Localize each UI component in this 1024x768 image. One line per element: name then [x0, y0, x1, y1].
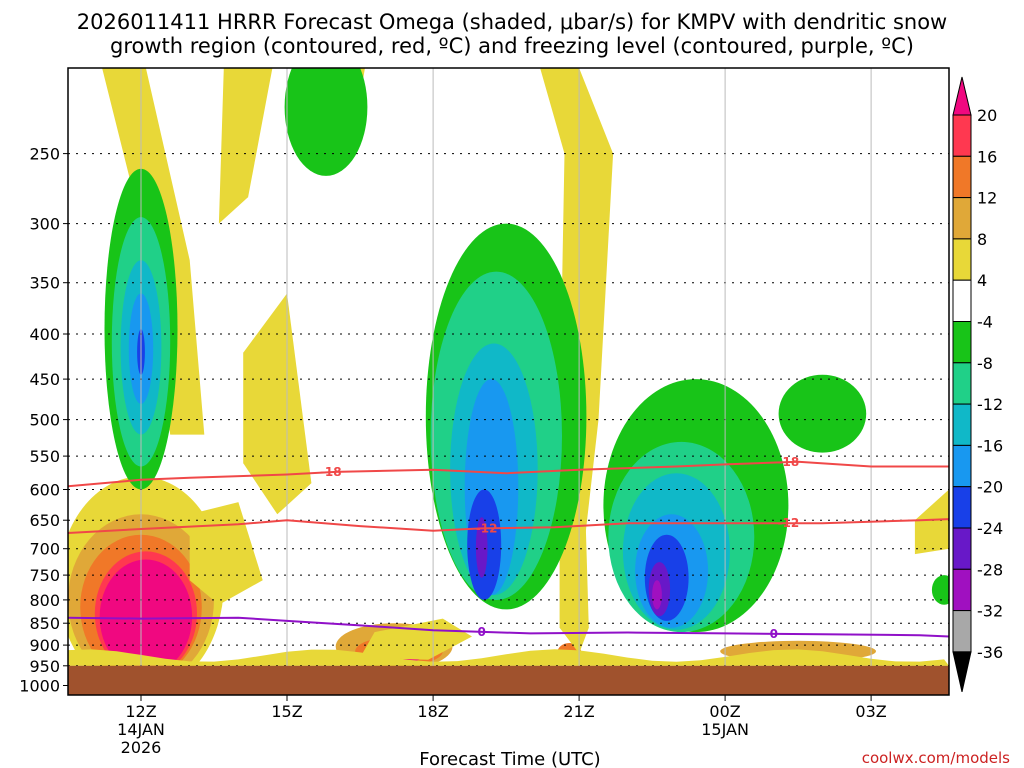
x-tick-date-12Z: 14JAN [117, 720, 165, 739]
contour-dgz-minus12 [68, 518, 949, 534]
colorbar-label-0: 20 [977, 106, 997, 125]
negative-omega-layer [104, 68, 949, 633]
plot-area: -18 -18 -12 -12 0 0 [68, 68, 949, 695]
colorbar-label-7: -12 [977, 395, 1003, 414]
y-tick-label-950: 950 [29, 657, 60, 676]
colorbar-label-8: -16 [977, 436, 1003, 455]
y-tick-label-550: 550 [29, 447, 60, 466]
colorbar-swatch-1 [952, 155, 972, 199]
contour-label-dgz-minus12-1: -12 [778, 516, 800, 530]
credit-link[interactable]: coolwx.com/models [862, 749, 1010, 767]
contour-label-dgz-minus12-0: -12 [476, 521, 498, 535]
temperature-contours: -18 -18 -12 -12 0 0 [68, 455, 949, 641]
omega-updraft-26z-level--4 [778, 374, 867, 453]
colorbar-label-12: -32 [977, 602, 1003, 621]
colorbar-swatch-10 [952, 527, 972, 570]
contour-freezing-level [68, 616, 949, 638]
sinking-band-1 [218, 68, 273, 224]
contour-label-freezing-level-1: 0 [770, 627, 778, 641]
colorbar-swatch-7 [952, 403, 972, 446]
x-tick-label-15Z: 15Z [271, 702, 302, 721]
sinking-band-7 [914, 489, 949, 555]
sinking-band-2 [243, 293, 312, 515]
x-tick-label-03Z: 03Z [855, 702, 886, 721]
colorbar-label-3: 8 [977, 230, 987, 249]
y-tick-label-800: 800 [29, 591, 60, 610]
y-tick-label-650: 650 [29, 511, 60, 530]
colorbar-label-5: -4 [977, 313, 993, 332]
y-tick-label-900: 900 [29, 636, 60, 655]
chart-title-line-2: growth region (contoured, red, ºC) and f… [110, 34, 914, 58]
colorbar-label-6: -8 [977, 354, 993, 373]
colorbar-swatch-0 [952, 114, 972, 157]
colorbar-top-arrow [952, 76, 972, 116]
y-tick-label-850: 850 [29, 614, 60, 633]
y-tick-label-750: 750 [29, 566, 60, 585]
x-tick-year-12Z: 2026 [121, 738, 162, 757]
colorbar-label-10: -24 [977, 519, 1003, 538]
contour-label-freezing-level-0: 0 [478, 625, 486, 639]
x-tick-label-18Z: 18Z [417, 702, 448, 721]
x-axis-label: Forecast Time (UTC) [419, 749, 600, 768]
plot-frame [67, 67, 950, 696]
sinking-band-6 [360, 618, 472, 660]
colorbar-label-11: -28 [977, 560, 1003, 579]
colorbar-swatch-2 [952, 197, 972, 240]
y-tick-label-250: 250 [29, 145, 60, 164]
contour-label-dgz-minus18-0: -18 [320, 465, 342, 479]
colorbar: 20 16 12 8 4 -4 -8 -12 -16 -20 -24 -28 -32 -36 [952, 76, 1003, 693]
y-tick-label-350: 350 [29, 274, 60, 293]
surface-sinking-strip [68, 649, 949, 666]
y-tick-label-500: 500 [29, 411, 60, 430]
contour-label-dgz-minus18-1: -18 [778, 455, 800, 469]
colorbar-swatch-9 [952, 486, 972, 529]
colorbar-swatch-4 [952, 279, 972, 323]
x-tick-label-21Z: 21Z [563, 702, 594, 721]
colorbar-swatch-5 [952, 321, 972, 364]
omega-updraft-15z-top-level--4 [284, 68, 368, 176]
colorbar-swatch-12 [952, 610, 972, 653]
ground-below-surface [68, 665, 949, 695]
y-tick-label-300: 300 [29, 215, 60, 234]
colorbar-label-4: 4 [977, 271, 987, 290]
y-tick-label-400: 400 [29, 325, 60, 344]
colorbar-label-13: -36 [977, 643, 1003, 662]
pressure-axis: 250 300 350 400 450 500 550 600 650 700 750 800 850 9… [19, 145, 68, 696]
omega-updraft-19z-level--24 [475, 517, 488, 578]
omega-updraft-28z-level--4 [931, 575, 949, 605]
x-tick-label-00Z: 00Z [709, 702, 740, 721]
omega-updraft-23z-level--28 [652, 580, 662, 610]
omega-sinking-surface-level->20 [99, 559, 193, 674]
colorbar-swatch-3 [952, 238, 972, 281]
colorbar-swatch-8 [952, 444, 972, 488]
x-tick-date-00Z: 15JAN [701, 720, 749, 739]
sinking-band-8 [189, 502, 263, 605]
y-tick-label-450: 450 [29, 370, 60, 389]
colorbar-swatch-11 [952, 568, 972, 612]
colorbar-bottom-arrow [952, 651, 972, 693]
colorbar-swatch-6 [952, 362, 972, 405]
y-tick-label-600: 600 [29, 481, 60, 500]
x-tick-label-12Z: 12Z [125, 702, 156, 721]
colorbar-label-9: -20 [977, 478, 1003, 497]
y-tick-label-700: 700 [29, 540, 60, 559]
chart-title-line-1: 2026011411 HRRR Forecast Omega (shaded, … [77, 10, 947, 34]
colorbar-label-1: 16 [977, 147, 997, 166]
colorbar-label-2: 12 [977, 189, 997, 208]
contour-dgz-minus18 [68, 460, 949, 488]
y-tick-label-1000: 1000 [19, 677, 60, 696]
